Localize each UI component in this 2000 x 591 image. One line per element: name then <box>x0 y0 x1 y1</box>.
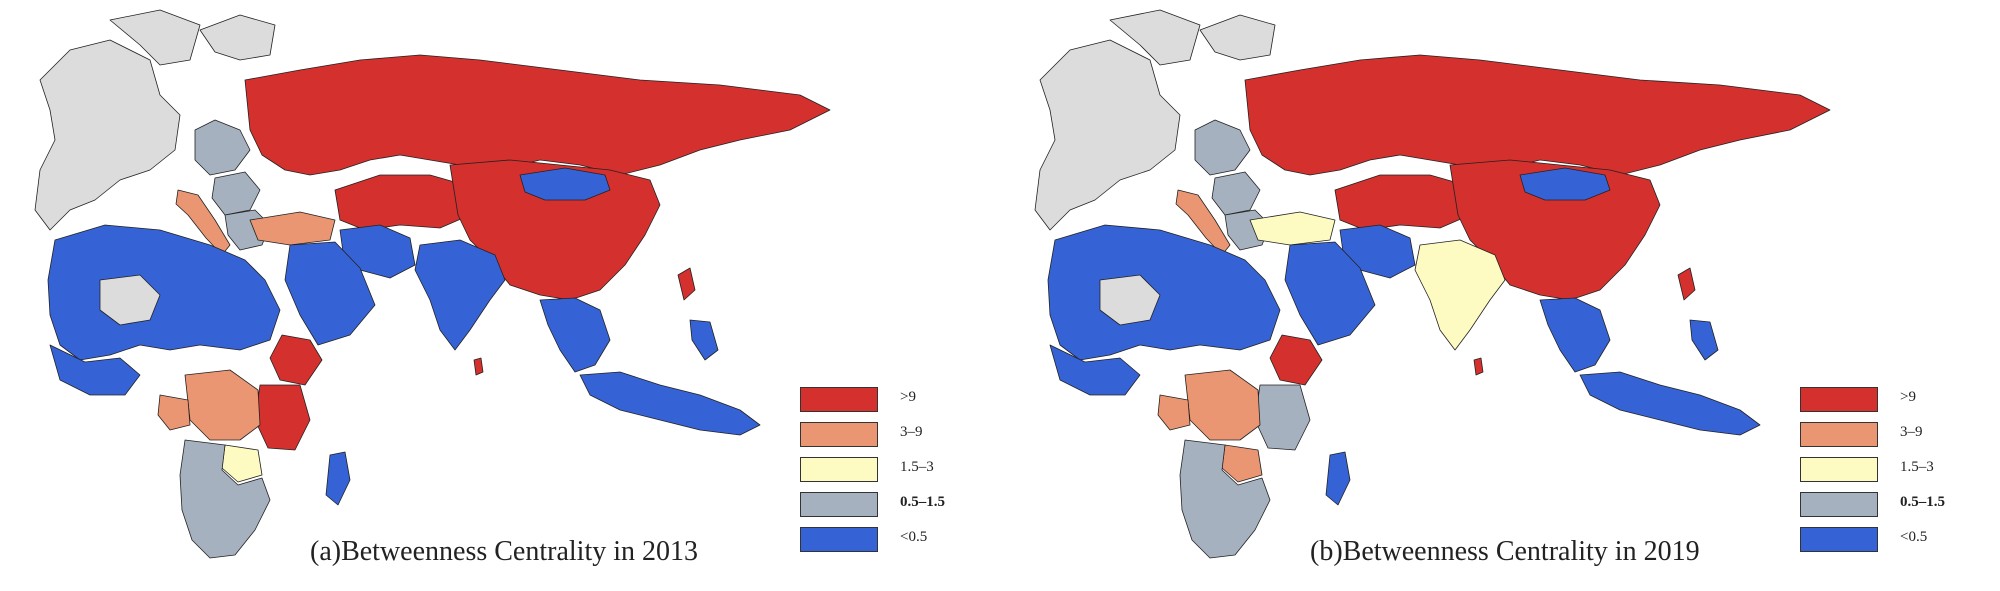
legend-swatch <box>1800 387 1878 412</box>
legend-label: 3–9 <box>900 424 923 440</box>
region-north-africa <box>47 224 281 361</box>
legend-item: >9 <box>1800 387 1990 422</box>
legend-swatch <box>800 387 878 412</box>
region-west-europe <box>1109 9 1201 66</box>
region-arabia <box>1284 241 1376 346</box>
legend-item: 0.5–1.5 <box>800 492 990 527</box>
map-panel-2019: (b)Betweenness Centrality in 2019 >9 3–9 1… <box>1000 0 2000 591</box>
legend-swatch <box>800 527 878 552</box>
region-east-africa <box>254 384 311 451</box>
region-sri-lanka <box>1473 357 1484 376</box>
region-indonesia <box>689 319 719 361</box>
legend: >9 3–9 1.5–3 0.5–1.5 <0.5 <box>1800 387 1990 562</box>
region-horn-africa <box>1269 334 1323 386</box>
map-2013 <box>34 9 831 559</box>
region-east-europe <box>194 119 251 176</box>
legend-label: 3–9 <box>1900 424 1923 440</box>
legend-swatch <box>800 457 878 482</box>
region-india <box>1414 239 1506 351</box>
legend-item: >9 <box>800 387 990 422</box>
region-sri-lanka <box>473 357 484 376</box>
region-horn-africa <box>269 334 323 386</box>
region-west-europe <box>1199 14 1276 61</box>
legend-item: <0.5 <box>800 527 990 562</box>
region-madagascar <box>1325 451 1351 506</box>
region-west-europe <box>1034 39 1181 231</box>
region-east-europe <box>211 171 261 216</box>
legend-item: 0.5–1.5 <box>1800 492 1990 527</box>
legend: >9 3–9 1.5–3 0.5–1.5 <0.5 <box>800 387 990 562</box>
region-west-europe <box>34 39 181 231</box>
legend-swatch <box>800 492 878 517</box>
region-se-asia <box>539 297 611 373</box>
region-congo <box>157 394 191 431</box>
legend-swatch <box>1800 492 1878 517</box>
region-korea <box>1677 267 1696 301</box>
region-west-africa <box>49 344 141 396</box>
legend-swatch <box>800 422 878 447</box>
region-madagascar <box>325 451 351 506</box>
region-korea <box>677 267 696 301</box>
legend-label: >9 <box>900 389 916 405</box>
region-east-africa <box>1254 384 1311 451</box>
legend-item: 3–9 <box>1800 422 1990 457</box>
map-2019 <box>1034 9 1831 559</box>
region-turkey <box>249 211 336 246</box>
legend-item: <0.5 <box>1800 527 1990 562</box>
legend-label: >9 <box>1900 389 1916 405</box>
region-turkey <box>1249 211 1336 246</box>
legend-label: 1.5–3 <box>900 459 934 475</box>
map-caption: (a)Betweenness Centrality in 2013 <box>310 536 699 567</box>
region-west-europe <box>109 9 201 66</box>
region-russia <box>244 54 831 176</box>
region-southern-africa <box>179 439 271 559</box>
legend-item: 1.5–3 <box>800 457 990 492</box>
region-central-asia <box>1334 174 1471 231</box>
region-congo <box>1157 394 1191 431</box>
region-se-asia <box>1539 297 1611 373</box>
region-west-europe <box>199 14 276 61</box>
map-caption: (b)Betweenness Centrality in 2019 <box>1310 536 1700 567</box>
legend-label: 0.5–1.5 <box>1900 494 1945 510</box>
region-east-europe <box>1194 119 1251 176</box>
region-indonesia <box>1579 371 1761 436</box>
legend-swatch <box>1800 457 1878 482</box>
region-indonesia <box>1689 319 1719 361</box>
region-central-africa <box>1184 369 1261 441</box>
region-central-africa <box>184 369 261 441</box>
legend-swatch <box>1800 422 1878 447</box>
region-sahara-gap <box>1099 274 1161 326</box>
region-mongolia <box>519 167 611 201</box>
legend-item: 1.5–3 <box>1800 457 1990 492</box>
region-north-africa <box>1047 224 1281 361</box>
region-southern-africa <box>1179 439 1271 559</box>
legend-swatch <box>1800 527 1878 552</box>
region-mongolia <box>1519 167 1611 201</box>
region-east-europe <box>1211 171 1261 216</box>
legend-label: <0.5 <box>1900 529 1928 545</box>
region-west-africa <box>1049 344 1141 396</box>
map-panel-2013: (a)Betweenness Centrality in 2013 >9 3–9 1… <box>34 9 990 567</box>
legend-item: 3–9 <box>800 422 990 457</box>
legend-label: 0.5–1.5 <box>900 494 945 510</box>
region-india <box>414 239 506 351</box>
region-central-asia <box>334 174 471 231</box>
region-russia <box>1244 54 1831 176</box>
region-sahara-gap <box>99 274 161 326</box>
legend-label: <0.5 <box>900 529 928 545</box>
region-indonesia <box>579 371 761 436</box>
legend-label: 1.5–3 <box>1900 459 1934 475</box>
region-arabia <box>284 241 376 346</box>
